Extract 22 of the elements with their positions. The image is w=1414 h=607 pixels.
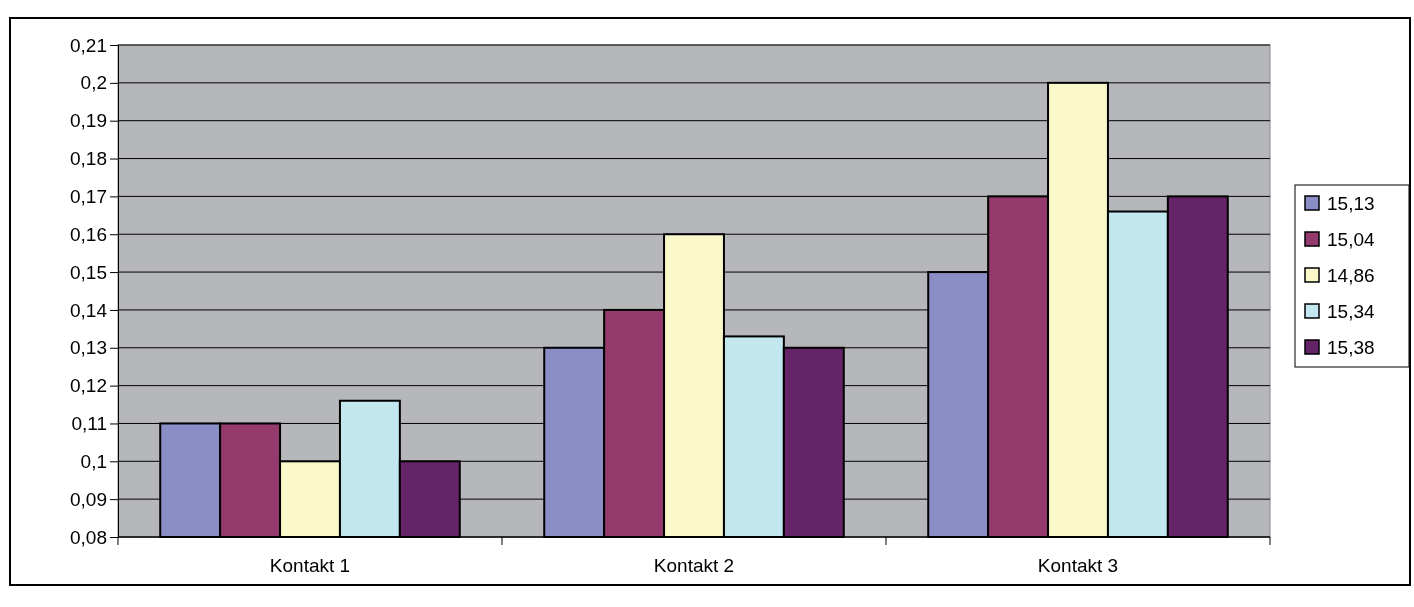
y-tick-label: 0,08 [70, 526, 107, 548]
y-tick-label: 0,16 [70, 223, 107, 245]
x-tick-label: Kontakt 3 [1037, 555, 1119, 577]
y-tick-label: 0,19 [70, 110, 107, 132]
legend-label: 15,34 [1327, 301, 1375, 322]
y-tick-label: 0,09 [70, 488, 107, 510]
legend-label: 14,86 [1327, 265, 1375, 286]
y-tick-label: 0,2 [80, 72, 107, 94]
y-tick-label: 0,18 [70, 148, 107, 170]
legend-label: 15,04 [1327, 229, 1375, 250]
x-tick-label: Kontakt 1 [269, 555, 351, 577]
legend-label: 15,13 [1327, 193, 1375, 214]
y-tick-label: 0,12 [70, 375, 107, 397]
y-tick-label: 0,17 [70, 185, 107, 207]
y-tick-label: 0,1 [80, 450, 107, 472]
y-tick-label: 0,15 [70, 261, 107, 283]
legend-label: 15,38 [1327, 337, 1375, 358]
x-tick-label: Kontakt 2 [653, 555, 735, 577]
y-tick-label: 0,21 [70, 34, 107, 56]
y-tick-label: 0,13 [70, 337, 107, 359]
y-tick-label: 0,11 [71, 413, 107, 435]
y-tick-label: 0,14 [70, 299, 108, 321]
